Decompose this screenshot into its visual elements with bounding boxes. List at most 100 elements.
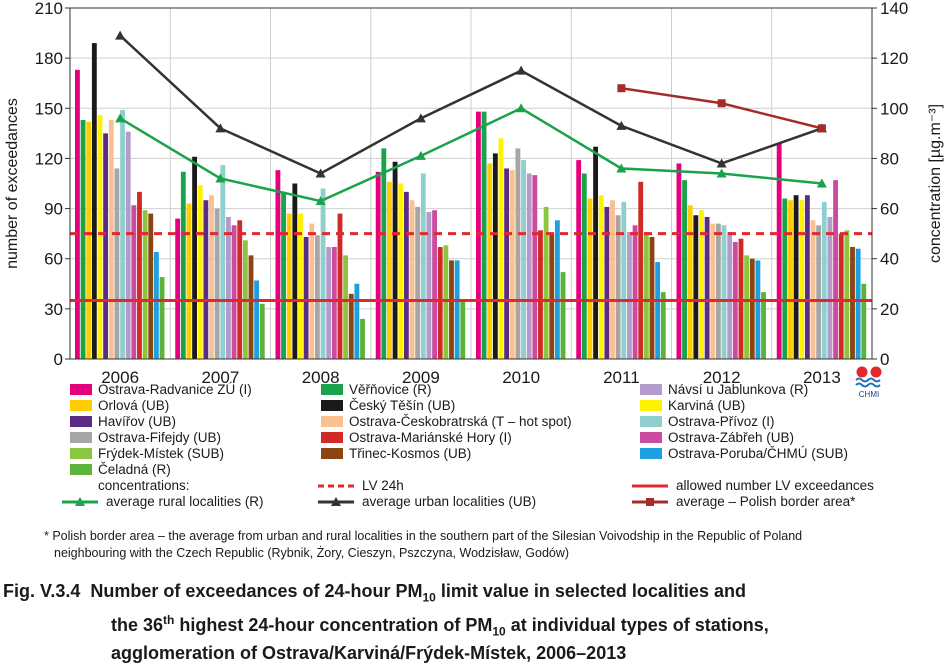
tick-label-x: 2007 [201, 368, 239, 387]
bar-orlova-ub-2008 [286, 213, 292, 359]
bar-ostrava-fifejdy-ub-2009 [415, 206, 421, 359]
bar-orlova-ub-2013 [788, 200, 793, 359]
point-average-rural-localities-r [315, 196, 326, 206]
bar-cesky-tesin-ub-2006 [91, 43, 97, 359]
legend-label-ostrava-radvanice-zu-i: Ostrava-Radvanice ZÚ (I) [98, 382, 252, 397]
bar-ostrava-radvanice-zu-i-2008 [275, 170, 281, 359]
legend-swatch-ostrava-privoz-i [640, 416, 662, 427]
bar-navsi-u-jablunkova-r-2006 [125, 131, 131, 359]
bar-ostrava-radvanice-zu-i-2007 [175, 218, 181, 359]
bar-ostrava-privoz-i-2013 [821, 201, 827, 359]
reference-lines [70, 232, 872, 302]
bar-ostrava-privoz-i-2007 [220, 165, 226, 359]
bar-trinec-kosmos-ub-2007 [248, 255, 254, 359]
bar-ostrava-poruba-chmu-sub-2008 [354, 283, 360, 359]
bar-vernovice-r-2011 [581, 173, 587, 359]
bar-navsi-u-jablunkova-r-2007 [226, 216, 231, 359]
caption-line1-sub: 10 [422, 590, 436, 605]
bar-vernovice-r-2010 [481, 111, 487, 359]
legend-swatch-ostrava-radvanice-zu-i [70, 384, 92, 395]
bar-karvina-ub-2011 [598, 195, 604, 359]
legend-urban-label: average urban localities (UB) [362, 494, 536, 509]
bar-trinec-kosmos-ub-2006 [148, 213, 154, 359]
legend-concentrations-label: concentrations: [98, 478, 190, 493]
bar-frydek-mistek-sub-2006 [142, 210, 148, 359]
bar-orlova-ub-2010 [487, 163, 493, 359]
point-average-rural-localities-r [215, 173, 226, 183]
bar-ostrava-marianske-hory-i-2007 [237, 220, 243, 359]
chart: 0 30 60 90 120 150 180 210 0 20 40 60 80 100 120 140 200… [4, 0, 944, 509]
bar-navsi-u-jablunkova-r-2012 [727, 231, 733, 359]
point-average-polish-border-area [817, 124, 826, 133]
bar-celadna-r-2010 [560, 272, 566, 359]
legend-label-ostrava-marianske-hory-i: Ostrava-Mariánské Hory (I) [349, 430, 512, 445]
bar-ostrava-radvanice-zu-i-2006 [75, 69, 80, 359]
legend-label-orlova-ub: Orlová (UB) [98, 398, 169, 413]
tick-label-left: 0 [54, 350, 63, 369]
bar-ostrava-privoz-i-2011 [621, 201, 627, 359]
bar-ostrava-fifejdy-ub-2013 [816, 225, 822, 359]
legend-label-havirov-ub: Havířov (UB) [98, 414, 176, 429]
logo-wave-1 [855, 377, 881, 383]
legend-label-karvina-ub: Karviná (UB) [668, 398, 745, 413]
tick-label-left: 210 [35, 0, 63, 18]
bar-ostrava-ceskobratrska-t-hot-spot-2007 [209, 195, 214, 359]
legend-swatch-orlova-ub [70, 400, 92, 411]
bar-ostrava-ceskobratrska-t-hot-spot-2009 [409, 200, 415, 359]
tick-label-x: 2011 [603, 368, 640, 387]
bars [75, 43, 867, 360]
bar-ostrava-radvanice-zu-i-2011 [576, 160, 582, 359]
caption-line2-b: highest 24-hour concentration of PM [174, 614, 493, 635]
legend-label-ostrava-ceskobratrska-t-hot-spot: Ostrava-Českobratrská (T – hot spot) [349, 414, 572, 429]
bar-navsi-u-jablunkova-r-2011 [627, 231, 632, 359]
bar-havirov-ub-2011 [604, 206, 610, 359]
legend-swatch-trinec-kosmos-ub [321, 448, 343, 459]
logo-dot-right [870, 366, 882, 378]
legend-label-ostrava-privoz-i: Ostrava-Přívoz (I) [668, 414, 775, 429]
bar-celadna-r-2006 [159, 277, 165, 359]
line-average-urban-localities-ub [119, 34, 823, 175]
bar-ostrava-marianske-hory-i-2006 [137, 191, 142, 359]
point-average-rural-localities-r [716, 168, 727, 178]
figure-caption: Fig. V.3.4 Number of exceedances of 24-h… [3, 580, 769, 664]
bar-cesky-tesin-ub-2009 [392, 161, 398, 359]
legend-swatch-celadna-r [70, 464, 92, 475]
bar-karvina-ub-2008 [298, 213, 303, 359]
bar-vernovice-r-2009 [381, 148, 387, 359]
legend-label-celadna-r: Čeladná (R) [98, 462, 171, 477]
point-average-rural-localities-r [415, 150, 426, 160]
bar-frydek-mistek-sub-2013 [844, 230, 850, 359]
tick-label-left: 150 [35, 99, 63, 118]
tick-label-right: 100 [880, 99, 908, 118]
legend-label-ostrava-poruba-chmu-sub: Ostrava-Poruba/ČHMÚ (SUB) [668, 446, 848, 461]
bar-ostrava-privoz-i-2009 [420, 173, 426, 359]
bar-ostrava-fifejdy-ub-2010 [515, 148, 521, 359]
legend-lv24h-label: LV 24h [362, 478, 404, 493]
tick-label-x: 2008 [302, 368, 340, 387]
bar-ostrava-poruba-chmu-sub-2013 [855, 248, 861, 359]
bar-ostrava-poruba-chmu-sub-2009 [454, 260, 460, 359]
bar-ostrava-fifejdy-ub-2012 [715, 223, 721, 359]
y-axis-label-left: number of exceedances [4, 98, 21, 269]
tick-label-right: 40 [880, 250, 899, 269]
bar-karvina-ub-2010 [498, 138, 504, 359]
bar-ostrava-zabreh-ub-2009 [432, 210, 437, 359]
bar-navsi-u-jablunkova-r-2013 [827, 216, 833, 359]
legend-swatch-karvina-ub [640, 400, 662, 411]
bar-vernovice-r-2007 [180, 171, 186, 359]
legend-rural-label: average rural localities (R) [106, 494, 264, 509]
legend-label-ostrava-fifejdy-ub: Ostrava-Fifejdy (UB) [98, 430, 221, 445]
caption-line-3: agglomeration of Ostrava/Karviná/Frýdek-… [111, 643, 627, 664]
caption-line2-c: at individual types of stations, [505, 614, 769, 635]
bar-ostrava-privoz-i-2010 [521, 160, 526, 359]
bar-ostrava-zabreh-ub-2010 [532, 175, 538, 359]
tick-label-right: 0 [880, 350, 889, 369]
caption-line2-sup: th [163, 612, 175, 627]
logo-dot-left [856, 366, 868, 378]
point-average-polish-border-area [617, 84, 626, 93]
legend-polish-label: average – Polish border area* [676, 494, 856, 509]
bar-havirov-ub-2006 [103, 133, 109, 359]
bar-navsi-u-jablunkova-r-2009 [426, 211, 432, 359]
legend-polish-marker [646, 498, 654, 506]
legend-label-navsi-u-jablunkova-r: Návsí u Jablunkova (R) [668, 382, 808, 397]
